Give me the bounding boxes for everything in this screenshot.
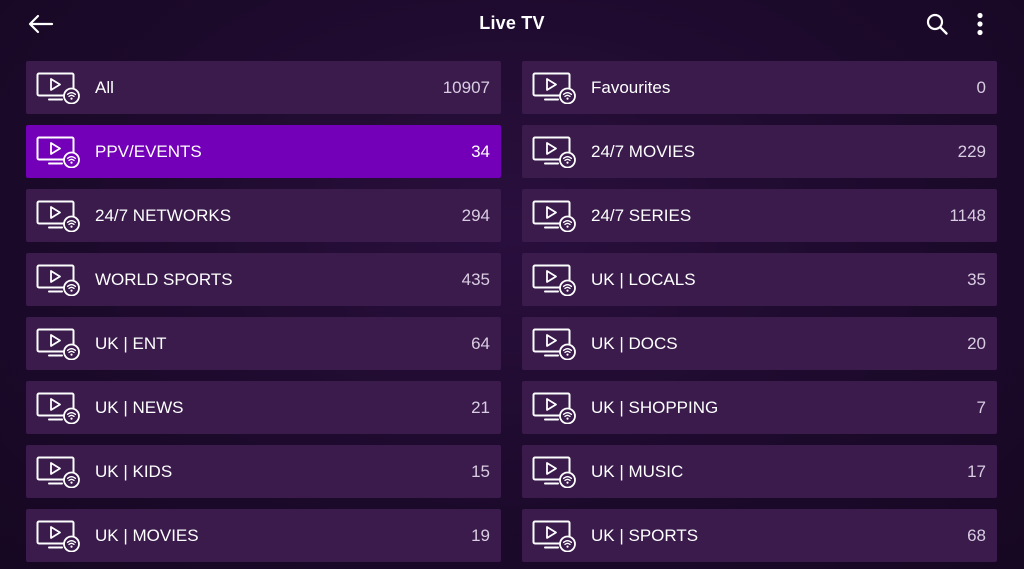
live-tv-icon xyxy=(532,200,576,232)
channel-count: 21 xyxy=(471,398,490,417)
channel-count: 1148 xyxy=(949,206,986,225)
category-name: 24/7 SERIES xyxy=(591,206,692,225)
live-tv-icon xyxy=(36,136,80,168)
channel-count: 15 xyxy=(471,462,490,481)
category-name: UK | NEWS xyxy=(95,398,184,417)
category-tile-uk-movies[interactable]: UK | MOVIES 19 xyxy=(26,509,501,562)
search-button[interactable] xyxy=(922,9,952,39)
channel-count: 294 xyxy=(461,206,490,225)
live-tv-icon xyxy=(36,520,80,552)
live-tv-icon xyxy=(36,328,80,360)
category-tile-24-7-networks[interactable]: 24/7 NETWORKS 294 xyxy=(26,189,501,242)
channel-count: 10907 xyxy=(442,78,490,97)
channel-count: 34 xyxy=(471,142,490,161)
channel-count: 229 xyxy=(957,142,986,161)
live-tv-icon xyxy=(36,200,80,232)
category-grid: All 10907 Favourites 0 PPV/EVENTS 34 xyxy=(26,61,997,562)
category-tile-uk-shopping[interactable]: UK | SHOPPING 7 xyxy=(522,381,997,434)
category-name: WORLD SPORTS xyxy=(95,270,233,289)
category-name: UK | DOCS xyxy=(591,334,678,353)
category-tile-uk-news[interactable]: UK | NEWS 21 xyxy=(26,381,501,434)
channel-count: 35 xyxy=(967,270,986,289)
live-tv-icon xyxy=(532,72,576,104)
live-tv-icon xyxy=(36,72,80,104)
more-options-button[interactable] xyxy=(966,9,994,39)
back-button[interactable] xyxy=(26,9,56,39)
category-name: UK | SPORTS xyxy=(591,526,699,545)
category-name: UK | MUSIC xyxy=(591,462,684,481)
category-tile-uk-docs[interactable]: UK | DOCS 20 xyxy=(522,317,997,370)
channel-count: 68 xyxy=(967,526,986,545)
search-icon xyxy=(926,13,948,35)
category-name: UK | LOCALS xyxy=(591,270,696,289)
category-tile-world-sports[interactable]: WORLD SPORTS 435 xyxy=(26,253,501,306)
more-vertical-icon xyxy=(977,12,983,36)
category-tile-all[interactable]: All 10907 xyxy=(26,61,501,114)
category-tile-favourites[interactable]: Favourites 0 xyxy=(522,61,997,114)
live-tv-icon xyxy=(36,392,80,424)
category-tile-uk-kids[interactable]: UK | KIDS 15 xyxy=(26,445,501,498)
category-name: UK | MOVIES xyxy=(95,526,199,545)
category-name: Favourites xyxy=(591,78,671,97)
category-name: UK | SHOPPING xyxy=(591,398,719,417)
live-tv-icon xyxy=(532,328,576,360)
category-tile-24-7-series[interactable]: 24/7 SERIES 1148 xyxy=(522,189,997,242)
category-name: PPV/EVENTS xyxy=(95,142,202,161)
live-tv-icon xyxy=(532,136,576,168)
channel-count: 7 xyxy=(976,398,986,417)
category-tile-uk-music[interactable]: UK | MUSIC 17 xyxy=(522,445,997,498)
category-tile-24-7-movies[interactable]: 24/7 MOVIES 229 xyxy=(522,125,997,178)
live-tv-icon xyxy=(532,456,576,488)
live-tv-icon xyxy=(36,456,80,488)
category-name: UK | KIDS xyxy=(95,462,173,481)
channel-count: 20 xyxy=(967,334,986,353)
category-name: All xyxy=(95,78,114,97)
category-name: 24/7 NETWORKS xyxy=(95,206,232,225)
category-tile-uk-ent[interactable]: UK | ENT 64 xyxy=(26,317,501,370)
channel-count: 64 xyxy=(471,334,490,353)
arrow-left-icon xyxy=(28,14,54,34)
page-title: Live TV xyxy=(479,13,545,33)
category-name: 24/7 MOVIES xyxy=(591,142,695,161)
live-tv-icon xyxy=(532,520,576,552)
channel-count: 435 xyxy=(461,270,490,289)
category-tile-uk-sports[interactable]: UK | SPORTS 68 xyxy=(522,509,997,562)
live-tv-icon xyxy=(36,264,80,296)
live-tv-icon xyxy=(532,392,576,424)
top-bar: Live TV xyxy=(0,0,1024,50)
channel-count: 19 xyxy=(471,526,490,545)
category-tile-uk-locals[interactable]: UK | LOCALS 35 xyxy=(522,253,997,306)
channel-count: 17 xyxy=(967,462,986,481)
category-name: UK | ENT xyxy=(95,334,167,353)
category-tile-ppv-events[interactable]: PPV/EVENTS 34 xyxy=(26,125,501,178)
channel-count: 0 xyxy=(976,78,986,97)
live-tv-icon xyxy=(532,264,576,296)
